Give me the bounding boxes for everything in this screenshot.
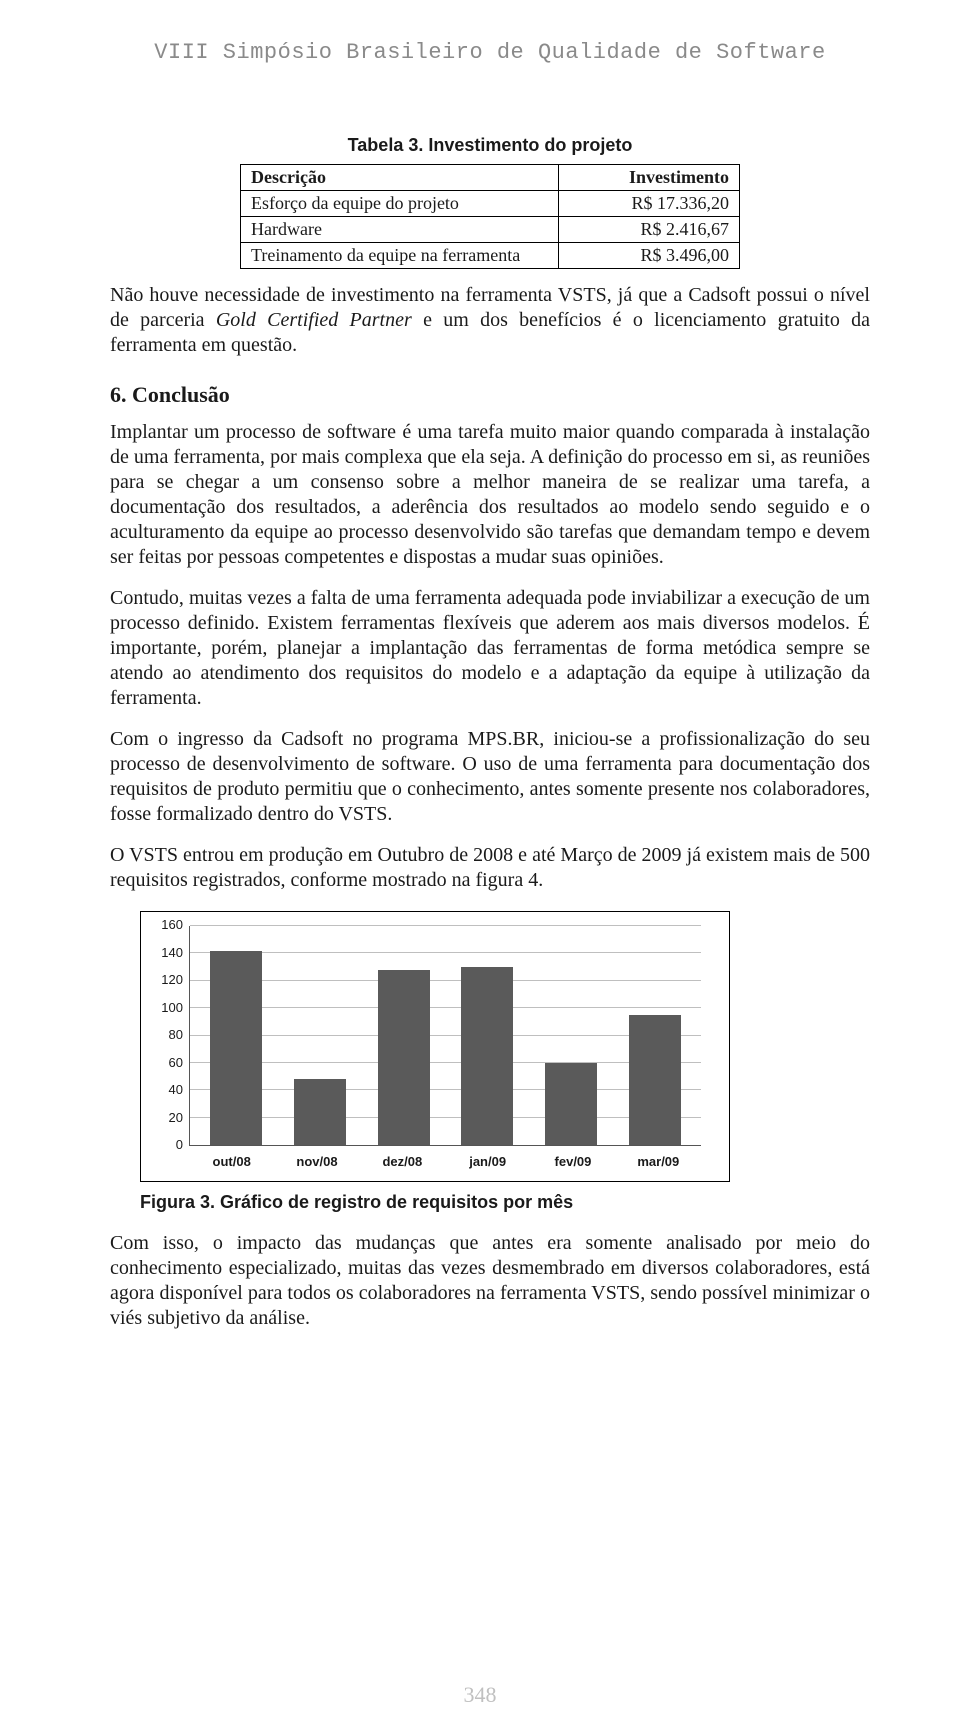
x-tick: nov/08 [274,1154,359,1169]
bar-slot [194,926,278,1145]
table-cell-desc: Esforço da equipe do projeto [241,191,559,217]
bar-slot [529,926,613,1145]
bar [210,951,262,1145]
bar-slot [613,926,697,1145]
table-row: Hardware R$ 2.416,67 [241,217,740,243]
bar [461,967,513,1145]
body-paragraph: Com isso, o impacto das mudanças que ant… [110,1231,870,1331]
bar-slot [362,926,446,1145]
body-paragraph: Implantar um processo de software é uma … [110,420,870,570]
table-cell-desc: Treinamento da equipe na ferramenta [241,243,559,269]
investment-table: Descrição Investimento Esforço da equipe… [240,164,740,269]
x-tick: mar/09 [616,1154,701,1169]
x-tick: dez/08 [360,1154,445,1169]
x-tick: fev/09 [530,1154,615,1169]
running-head: VIII Simpósio Brasileiro de Qualidade de… [110,40,870,65]
table-cell-inv: R$ 3.496,00 [559,243,740,269]
table-header-inv: Investimento [559,165,740,191]
bar [294,1079,346,1145]
chart-area: 160 140 120 100 80 60 40 20 0 [151,926,701,1146]
italic-span: Gold Certified Partner [216,309,412,331]
table-cell-desc: Hardware [241,217,559,243]
plot-area [189,926,701,1146]
body-paragraph: Com o ingresso da Cadsoft no programa MP… [110,727,870,827]
body-paragraph: O VSTS entrou em produção em Outubro de … [110,843,870,893]
table-caption: Tabela 3. Investimento do projeto [110,135,870,156]
page: VIII Simpósio Brasileiro de Qualidade de… [0,0,960,1732]
table-cell-inv: R$ 17.336,20 [559,191,740,217]
section-heading: 6. Conclusão [110,382,870,408]
figure-caption: Figura 3. Gráfico de registro de requisi… [140,1192,870,1213]
bar [629,1015,681,1145]
bar [545,1063,597,1145]
bar-chart: 160 140 120 100 80 60 40 20 0 out/08 nov… [140,911,730,1182]
table-header-row: Descrição Investimento [241,165,740,191]
table-row: Treinamento da equipe na ferramenta R$ 3… [241,243,740,269]
bar [378,970,430,1145]
bar-slot [278,926,362,1145]
page-number: 348 [0,1682,960,1708]
table-header-desc: Descrição [241,165,559,191]
bar-slot [445,926,529,1145]
body-paragraph: Não houve necessidade de investimento na… [110,283,870,358]
body-paragraph: Contudo, muitas vezes a falta de uma fer… [110,586,870,711]
x-axis: out/08 nov/08 dez/08 jan/09 fev/09 mar/0… [189,1146,701,1169]
table-cell-inv: R$ 2.416,67 [559,217,740,243]
x-tick: jan/09 [445,1154,530,1169]
x-tick: out/08 [189,1154,274,1169]
y-axis: 160 140 120 100 80 60 40 20 0 [151,926,189,1146]
table-row: Esforço da equipe do projeto R$ 17.336,2… [241,191,740,217]
bars-container [190,926,701,1145]
